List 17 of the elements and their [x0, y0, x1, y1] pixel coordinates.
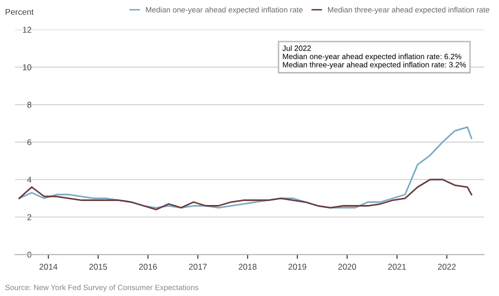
- y-axis-title: Percent: [6, 9, 34, 15]
- x-tick-label: 2014: [40, 264, 58, 270]
- y-tick-label: 4: [27, 176, 32, 183]
- y-tick-label: 12: [23, 26, 32, 33]
- x-tick-label: 2018: [238, 264, 256, 270]
- line-series: [18, 178, 472, 210]
- x-tick-label: 2022: [438, 264, 456, 270]
- x-tick-label: 2020: [338, 264, 356, 270]
- x-tick-label: 2021: [388, 264, 406, 270]
- y-tick-label: 8: [27, 102, 32, 108]
- x-tick-label: 2016: [139, 264, 157, 270]
- y-tick-label: 10: [23, 64, 32, 70]
- x-tick-label: 2019: [288, 264, 306, 270]
- y-tick-label: 2: [27, 214, 32, 220]
- y-tick-label: 6: [27, 139, 32, 146]
- x-tick-label: 2015: [89, 264, 108, 270]
- x-tick-label: 2017: [188, 264, 207, 270]
